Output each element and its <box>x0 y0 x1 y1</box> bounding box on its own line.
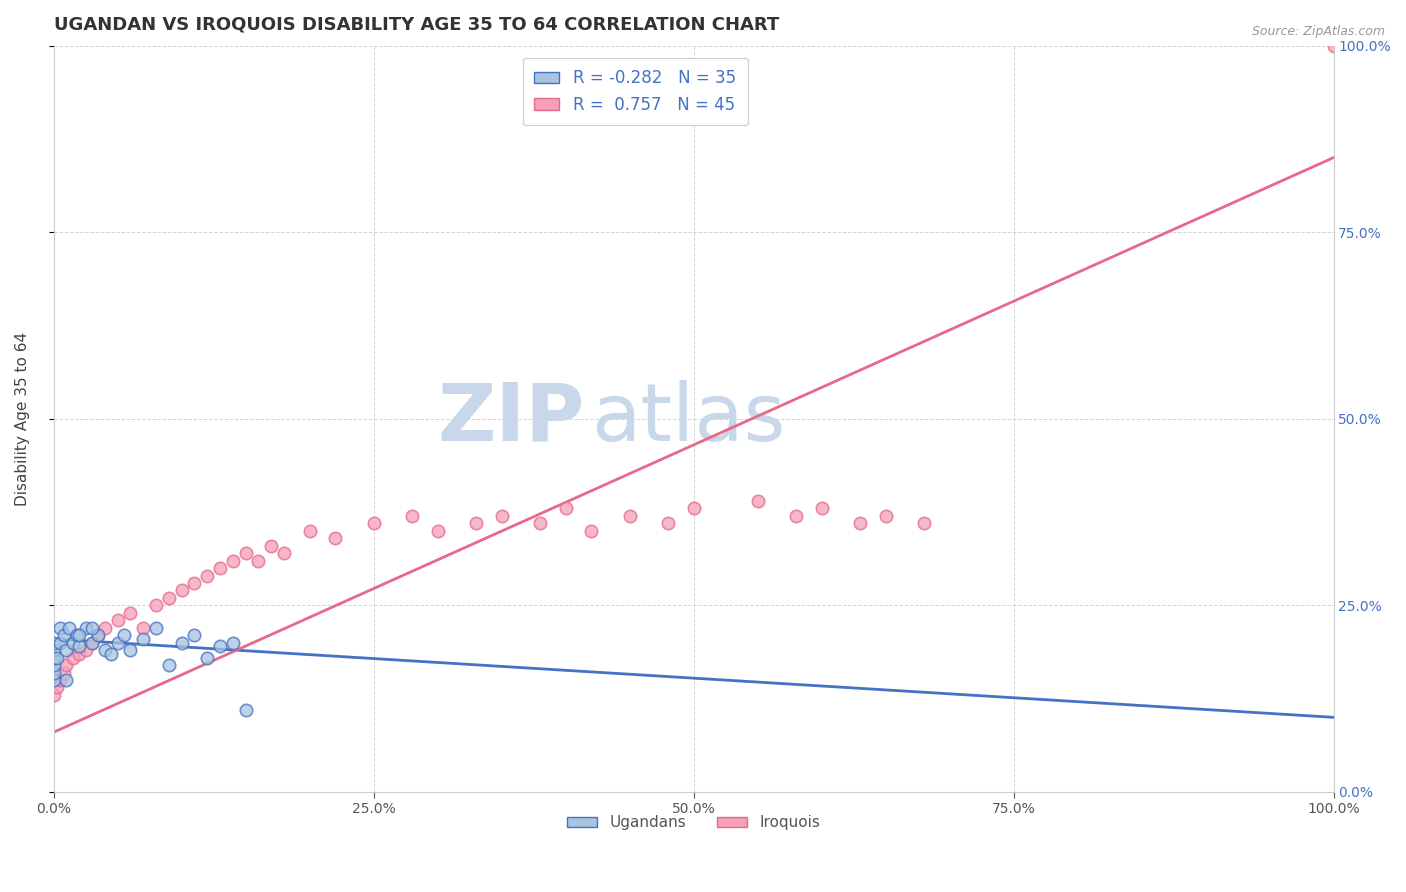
Point <box>107 613 129 627</box>
Point <box>260 539 283 553</box>
Point <box>67 640 90 654</box>
Point <box>120 643 142 657</box>
Point <box>157 658 180 673</box>
Point <box>529 516 551 531</box>
Point <box>49 621 72 635</box>
Text: UGANDAN VS IROQUOIS DISABILITY AGE 35 TO 64 CORRELATION CHART: UGANDAN VS IROQUOIS DISABILITY AGE 35 TO… <box>53 15 779 33</box>
Text: atlas: atlas <box>591 380 786 458</box>
Point <box>323 531 346 545</box>
Point <box>132 632 155 646</box>
Point <box>145 599 167 613</box>
Point <box>80 636 103 650</box>
Point <box>208 561 231 575</box>
Point <box>94 621 117 635</box>
Point <box>183 628 205 642</box>
Point <box>298 524 321 538</box>
Point <box>107 636 129 650</box>
Point <box>426 524 449 538</box>
Point <box>183 576 205 591</box>
Point <box>42 643 65 657</box>
Point <box>235 546 257 560</box>
Point <box>46 650 69 665</box>
Point <box>363 516 385 531</box>
Point <box>67 628 90 642</box>
Point <box>145 621 167 635</box>
Point <box>1322 38 1344 53</box>
Y-axis label: Disability Age 35 to 64: Disability Age 35 to 64 <box>15 332 30 506</box>
Point <box>100 647 122 661</box>
Point <box>55 658 77 673</box>
Text: Source: ZipAtlas.com: Source: ZipAtlas.com <box>1251 25 1385 38</box>
Point <box>195 650 218 665</box>
Point <box>42 658 65 673</box>
Point <box>52 665 75 680</box>
Point <box>75 643 97 657</box>
Point <box>222 636 245 650</box>
Point <box>682 501 704 516</box>
Point <box>67 647 90 661</box>
Point <box>132 621 155 635</box>
Point <box>58 621 80 635</box>
Point <box>849 516 872 531</box>
Point <box>62 636 84 650</box>
Point <box>49 673 72 687</box>
Point <box>42 673 65 687</box>
Point <box>120 606 142 620</box>
Point <box>554 501 576 516</box>
Point <box>222 553 245 567</box>
Point <box>810 501 832 516</box>
Point <box>579 524 602 538</box>
Point <box>235 703 257 717</box>
Point <box>112 628 135 642</box>
Point <box>87 628 110 642</box>
Point <box>42 650 65 665</box>
Point <box>52 628 75 642</box>
Legend: Ugandans, Iroquois: Ugandans, Iroquois <box>561 809 827 837</box>
Point <box>42 688 65 702</box>
Point <box>657 516 679 531</box>
Text: ZIP: ZIP <box>437 380 585 458</box>
Point <box>875 508 897 523</box>
Point <box>80 621 103 635</box>
Point <box>42 665 65 680</box>
Point <box>465 516 488 531</box>
Point <box>247 553 270 567</box>
Point <box>785 508 807 523</box>
Point <box>66 628 89 642</box>
Point <box>55 673 77 687</box>
Point <box>619 508 641 523</box>
Point <box>157 591 180 605</box>
Point <box>87 628 110 642</box>
Point <box>195 568 218 582</box>
Point <box>747 494 769 508</box>
Point <box>75 621 97 635</box>
Point <box>491 508 513 523</box>
Point <box>46 681 69 695</box>
Point <box>94 643 117 657</box>
Point <box>208 640 231 654</box>
Point <box>170 636 193 650</box>
Point <box>49 636 72 650</box>
Point <box>80 636 103 650</box>
Point <box>62 650 84 665</box>
Point <box>55 643 77 657</box>
Point <box>170 583 193 598</box>
Point <box>401 508 423 523</box>
Point <box>912 516 935 531</box>
Point <box>42 636 65 650</box>
Point <box>273 546 295 560</box>
